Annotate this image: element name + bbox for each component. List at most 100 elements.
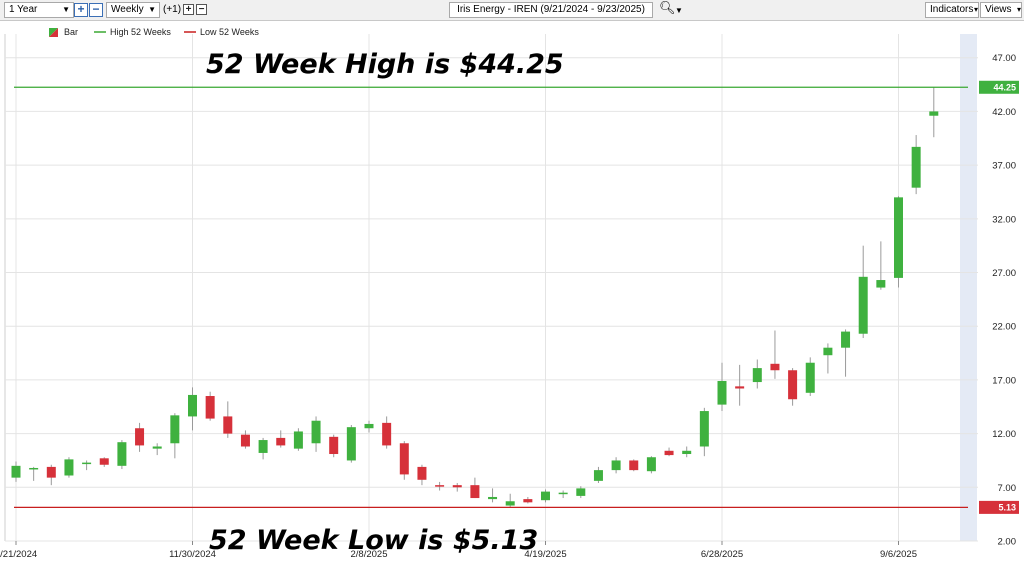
chevron-down-icon: ▼ <box>62 5 70 14</box>
offset-minus-button[interactable]: − <box>196 4 207 15</box>
candle <box>46 464 56 486</box>
zoom-out-button[interactable]: − <box>89 3 103 17</box>
candle-body <box>894 197 903 278</box>
high-52-badge-bg <box>979 80 1019 94</box>
legend: Bar High 52 Weeks Low 52 Weeks <box>49 27 259 37</box>
candle-body <box>470 485 480 499</box>
candle-body <box>135 428 145 446</box>
symbol-title-field[interactable]: Iris Energy - IREN (9/21/2024 - 9/23/202… <box>449 2 653 18</box>
candle-body <box>664 450 674 456</box>
candle-body <box>841 331 851 348</box>
interval-select[interactable]: Weekly ▼ <box>106 2 160 18</box>
candle <box>188 387 197 431</box>
candle-body <box>205 396 215 419</box>
candle-body <box>152 446 162 449</box>
chevron-down-icon: ▾ <box>1016 5 1021 14</box>
search-icon[interactable]: 🔍︎ <box>659 0 676 15</box>
candle <box>488 488 498 503</box>
candles <box>11 87 939 508</box>
candle <box>558 490 568 499</box>
candle <box>911 135 921 195</box>
candle-body <box>29 467 39 470</box>
grid <box>4 34 978 542</box>
candle <box>29 466 39 481</box>
candle-body <box>46 466 56 478</box>
views-button[interactable]: Views ▾ <box>980 2 1022 18</box>
legend-bar-icon <box>49 28 58 37</box>
candle-body <box>735 386 745 389</box>
candle-body <box>188 394 197 417</box>
y-tick-label: 42.00 <box>992 107 1016 118</box>
candle-body <box>788 370 798 400</box>
chart-background <box>0 21 1024 566</box>
candle-body <box>699 411 709 447</box>
candle-body <box>805 362 815 393</box>
high-52-badge: 44.25 <box>979 80 1019 94</box>
candle-body <box>488 496 498 500</box>
y-tick-label: 17.00 <box>992 375 1016 386</box>
x-tick-label: 9/6/2025 <box>880 549 917 560</box>
candle <box>64 457 74 478</box>
y-axis: 47.00 42.00 37.00 32.00 27.00 22.00 17.00 12.00… <box>992 53 1016 547</box>
chevron-down-icon[interactable]: ▼ <box>675 6 683 15</box>
candle <box>382 416 392 449</box>
candle <box>823 343 833 374</box>
candle-body <box>11 465 21 478</box>
candle-body <box>576 488 586 496</box>
candle <box>399 441 409 480</box>
offset-plus-button[interactable]: + <box>183 4 194 15</box>
high-annotation: 52 Week High is $44.25 <box>206 49 564 80</box>
candle <box>82 460 92 471</box>
candle <box>629 459 639 472</box>
candle-body <box>346 427 356 461</box>
candle <box>258 437 268 460</box>
indicators-button[interactable]: Indicators ▾ <box>925 2 979 18</box>
y-tick-label: 32.00 <box>992 214 1016 225</box>
zoom-in-button[interactable]: + <box>74 3 88 17</box>
y-tick-label: 22.00 <box>992 322 1016 333</box>
candle-body <box>82 462 92 465</box>
candle-body <box>417 466 427 480</box>
candle <box>329 434 339 458</box>
candle <box>841 329 851 377</box>
current-week-highlight <box>960 34 977 541</box>
x-tick-label: 11/30/2024 <box>169 549 216 560</box>
candle-body <box>541 491 550 501</box>
interval-select-label: Weekly <box>111 4 144 15</box>
candle <box>541 489 550 503</box>
price-chart[interactable]: 9/21/2024 11/30/2024 2/8/2025 4/19/2025 6/28… <box>0 21 1024 566</box>
low-52-badge: 5.13 <box>979 500 1019 514</box>
candle-body <box>276 437 286 446</box>
candle-body <box>523 499 533 503</box>
candle <box>788 368 798 406</box>
candle <box>135 422 145 452</box>
candle <box>293 428 303 451</box>
candle-body <box>558 492 568 495</box>
x-tick-label: 4/19/2025 <box>524 549 566 560</box>
legend-low-label: Low 52 Weeks <box>200 27 259 37</box>
candle <box>858 245 868 339</box>
candle-body <box>329 436 339 455</box>
y-tick-label: 37.00 <box>992 161 1016 172</box>
low-52-badge-bg <box>979 500 1019 514</box>
candle-body <box>452 485 462 488</box>
period-select[interactable]: 1 Year ▼ <box>4 2 74 18</box>
candle-body <box>311 420 321 444</box>
candle-body <box>505 501 515 506</box>
candle-body <box>382 422 392 446</box>
candle <box>752 359 762 389</box>
x-tick-label: 2/8/2025 <box>351 549 388 560</box>
toolbar: 1 Year ▼ + − Weekly ▼ (+1) + − Iris Ener… <box>0 0 1024 21</box>
views-label: Views <box>985 4 1012 15</box>
high-52-value: 44.25 <box>993 82 1016 92</box>
candle <box>699 407 709 457</box>
candle <box>364 420 374 433</box>
period-select-label: 1 Year <box>9 4 38 15</box>
candle <box>770 330 780 379</box>
candle <box>152 443 162 456</box>
candle <box>894 196 903 288</box>
candle-body <box>823 347 833 356</box>
candle <box>435 481 445 491</box>
low-52-value: 5.13 <box>998 503 1016 513</box>
candle <box>646 456 656 474</box>
